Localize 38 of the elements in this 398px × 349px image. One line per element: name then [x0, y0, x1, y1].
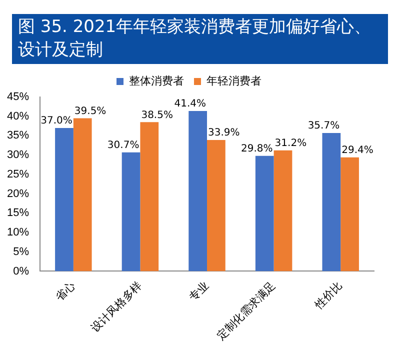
- y-tick-label: 40%: [6, 110, 30, 122]
- data-label: 37.0%: [40, 116, 72, 127]
- y-tick-label: 20%: [6, 188, 30, 200]
- data-label: 41.4%: [174, 98, 206, 110]
- legend-label: 整体消费者: [129, 74, 184, 88]
- chart-title: 图 35. 2021年年轻家装消费者更加偏好省心、设计及定制: [12, 14, 388, 64]
- bar: [322, 133, 341, 272]
- x-tick-label: 专业: [186, 278, 212, 304]
- y-tick-label: 5%: [13, 246, 30, 258]
- bar: [122, 152, 140, 272]
- y-tick-label: 10%: [6, 226, 30, 239]
- x-tick-label: 设计风格多样: [88, 278, 144, 335]
- bar: [207, 140, 226, 272]
- x-tick-label: 性价比: [312, 278, 345, 312]
- y-tick-label: 45%: [6, 91, 30, 104]
- y-tick-label: 35%: [6, 130, 30, 142]
- data-label: 33.9%: [208, 128, 240, 139]
- data-label: 29.4%: [342, 144, 374, 156]
- legend-label: 年轻消费者: [206, 74, 262, 88]
- y-tick-label: 25%: [6, 168, 30, 180]
- data-label: 30.7%: [107, 140, 140, 151]
- data-label: 31.2%: [274, 138, 307, 150]
- data-label: 29.8%: [241, 143, 273, 154]
- bar: [188, 110, 208, 272]
- bar: [140, 122, 159, 272]
- bar: [73, 118, 92, 272]
- data-label: 38.5%: [141, 110, 173, 121]
- x-tick-label: 省心: [52, 278, 78, 304]
- y-tick-label: 30%: [6, 149, 30, 162]
- data-label: 35.7%: [308, 120, 340, 132]
- bar: [255, 156, 274, 272]
- bar: [274, 150, 292, 272]
- x-tick-label: 定制化需求满足: [214, 278, 278, 343]
- bar: [55, 128, 74, 272]
- bar: [340, 157, 359, 272]
- y-tick-label: 0%: [13, 265, 30, 278]
- data-label: 39.5%: [74, 106, 106, 117]
- y-tick-label: 15%: [6, 207, 30, 220]
